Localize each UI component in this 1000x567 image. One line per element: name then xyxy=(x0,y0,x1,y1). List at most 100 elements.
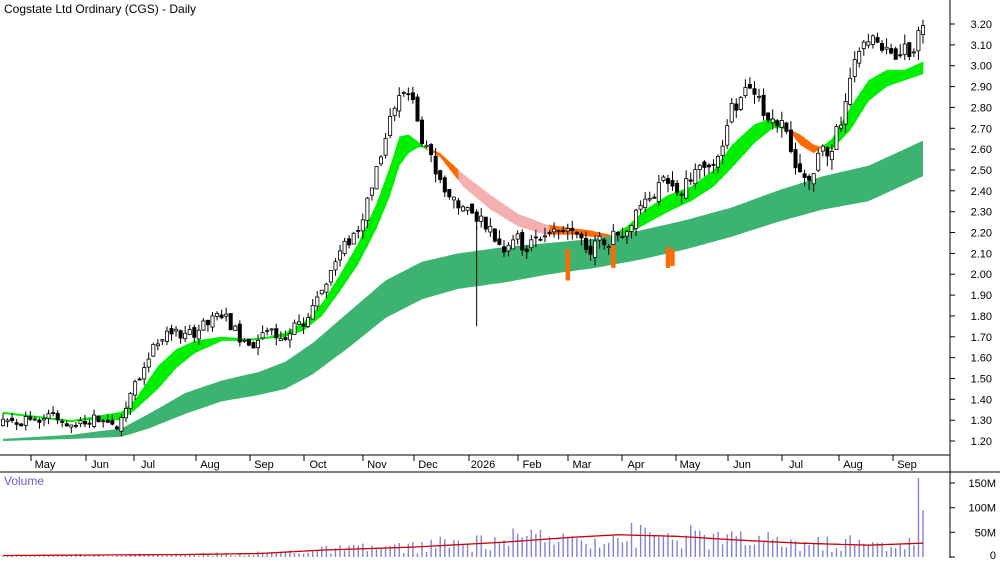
short-ema-segment xyxy=(112,412,118,421)
price-bar-body xyxy=(187,329,192,336)
short-ema-segment xyxy=(745,128,751,153)
price-bar-body xyxy=(761,94,766,116)
price-bar-body xyxy=(757,95,762,98)
price-bar-body xyxy=(479,215,484,222)
short-ema-segment xyxy=(640,209,646,227)
price-bar-body xyxy=(310,305,315,320)
price-bar-body xyxy=(702,161,707,168)
short-ema-segment xyxy=(280,332,286,338)
price-bar-body xyxy=(825,147,830,157)
price-bar-body xyxy=(169,328,174,335)
price-bar-body xyxy=(160,339,165,342)
short-ema-segment xyxy=(453,165,459,181)
short-ema-segment xyxy=(212,337,218,346)
price-bar-body xyxy=(110,420,115,425)
price-bar-body xyxy=(738,97,743,110)
short-ema-segment xyxy=(704,173,710,193)
short-ema-segment xyxy=(326,288,332,310)
short-ema-segment xyxy=(526,217,532,231)
price-bar-body xyxy=(274,328,279,339)
price-bar-body xyxy=(5,419,10,423)
short-ema-segment xyxy=(795,132,801,145)
short-ema-segment xyxy=(139,386,145,406)
price-bar-body xyxy=(219,314,224,319)
time-tick-label: 2026 xyxy=(471,459,495,471)
price-bar-body xyxy=(861,41,866,49)
short-ema-segment xyxy=(399,135,405,166)
short-ema-segment xyxy=(221,336,227,341)
short-ema-segment xyxy=(85,417,90,421)
price-bar-body xyxy=(893,48,898,60)
price-bar-body xyxy=(875,37,880,43)
volume-tick-label: 150M xyxy=(968,478,996,490)
price-bar-body xyxy=(921,25,926,36)
volume-bars xyxy=(2,478,924,557)
price-bar-body xyxy=(511,239,516,250)
price-bar-body xyxy=(643,198,648,209)
short-ema-segment xyxy=(545,224,550,235)
price-bar-body xyxy=(201,320,206,331)
price-bar-body xyxy=(720,145,725,156)
price-bar-body xyxy=(470,203,475,214)
price-bar-body xyxy=(397,95,402,112)
short-ema-segment xyxy=(103,414,109,421)
price-bar-body xyxy=(10,417,15,421)
price-bar-body xyxy=(337,250,342,261)
price-bar-body xyxy=(196,329,201,340)
price-bar-body xyxy=(492,228,497,242)
short-ema-segment xyxy=(854,93,860,123)
price-bar-body xyxy=(32,418,37,421)
price-bar-body xyxy=(137,378,142,381)
short-ema-segment xyxy=(895,69,901,84)
short-ema-segment xyxy=(153,365,159,393)
short-ema-segment xyxy=(253,337,259,341)
price-bar-body xyxy=(488,225,493,233)
price-bar-body xyxy=(306,317,311,327)
price-bar-body xyxy=(28,416,33,420)
price-bar-body xyxy=(287,333,292,341)
short-ema-segment xyxy=(3,411,8,415)
price-bar-body xyxy=(520,232,525,251)
short-ema-segment xyxy=(813,144,819,154)
short-ema-segment xyxy=(909,65,915,79)
price-bar-body xyxy=(133,381,138,396)
price-bar-body xyxy=(697,164,702,170)
price-bar-body xyxy=(315,296,320,307)
band-touch-marker xyxy=(565,249,570,281)
short-ema-segment xyxy=(171,349,177,374)
short-ema-segment xyxy=(176,347,181,368)
short-ema-segment xyxy=(21,414,27,417)
short-ema-segment xyxy=(458,170,464,187)
price-bar-body xyxy=(638,204,643,210)
price-bar-body xyxy=(42,417,47,421)
price-bar-body xyxy=(483,216,488,230)
price-bar-body xyxy=(46,413,51,419)
price-bar-body xyxy=(811,173,816,185)
short-ema-band xyxy=(3,61,924,423)
price-bar-body xyxy=(793,149,798,169)
short-ema-segment xyxy=(340,266,345,291)
short-ema-segment xyxy=(12,412,18,416)
short-ema-segment xyxy=(467,177,473,195)
time-tick-label: May xyxy=(680,459,701,471)
short-ema-segment xyxy=(554,225,559,235)
short-ema-segment xyxy=(850,100,856,131)
price-bar-body xyxy=(351,232,356,245)
short-ema-segment xyxy=(891,69,897,85)
band-touch-marker xyxy=(611,245,616,268)
short-ema-segment xyxy=(7,412,13,415)
short-ema-segment xyxy=(472,181,478,199)
price-bar-body xyxy=(597,235,602,241)
band-touch-marker xyxy=(670,249,675,266)
time-tick-label: Apr xyxy=(627,459,644,471)
price-tick-label: 3.00 xyxy=(971,61,992,73)
short-ema-segment xyxy=(162,357,168,384)
short-ema-segment xyxy=(16,413,22,416)
time-tick-label: Sep xyxy=(254,459,274,471)
price-bar-body xyxy=(675,182,680,193)
price-bar-body xyxy=(242,339,247,342)
price-bar-body xyxy=(634,209,639,229)
price-bar-body xyxy=(620,235,625,238)
short-ema-segment xyxy=(663,195,669,215)
short-ema-segment xyxy=(317,303,323,320)
